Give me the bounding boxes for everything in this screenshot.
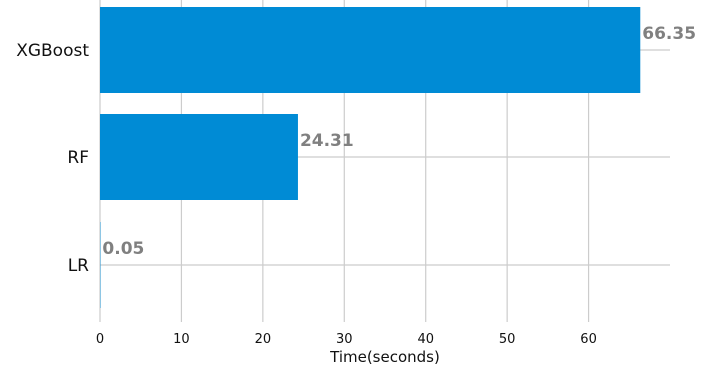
- x-axis-label: Time(seconds): [329, 348, 440, 366]
- x-tick-label-6: 60: [580, 332, 597, 347]
- data-labels: 66.35 24.31 0.05: [102, 24, 696, 259]
- y-tick-label-rf: RF: [67, 148, 89, 168]
- bar-xgboost: [100, 7, 641, 93]
- y-tick-label-xgboost: XGBoost: [16, 41, 89, 61]
- bar-rf: [100, 114, 298, 200]
- data-label-rf: 24.31: [300, 131, 354, 151]
- x-tick-label-1: 10: [173, 332, 190, 347]
- bars: [100, 7, 641, 308]
- y-axis-ticks: XGBoost RF LR: [16, 41, 89, 276]
- x-tick-label-2: 20: [255, 332, 272, 347]
- x-tick-label-0: 0: [96, 332, 104, 347]
- data-label-lr: 0.05: [102, 239, 144, 259]
- y-tick-label-lr: LR: [68, 256, 89, 276]
- x-tick-label-4: 40: [417, 332, 434, 347]
- x-tick-label-3: 30: [336, 332, 353, 347]
- data-label-xgboost: 66.35: [642, 24, 696, 44]
- x-axis-ticks: 0 10 20 30 40 50 60: [96, 332, 597, 347]
- x-tick-label-5: 50: [499, 332, 516, 347]
